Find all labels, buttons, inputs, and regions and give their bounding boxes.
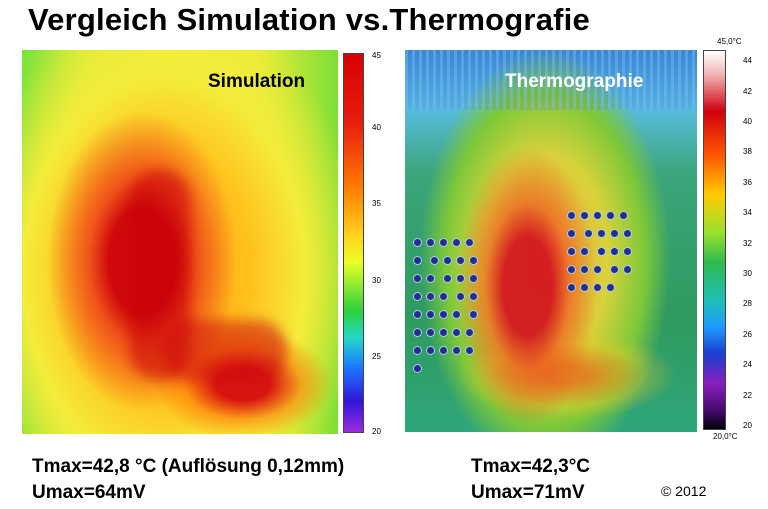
thermography-top-pattern (405, 50, 697, 110)
simulation-heatmap: Simulation (22, 50, 338, 434)
thermography-colorbar-tick: 32 (743, 239, 752, 248)
thermography-label: Thermographie (505, 71, 644, 92)
thermography-colorbar-tick: 28 (743, 299, 752, 308)
simulation-colorbar-tick: 20 (372, 427, 381, 436)
thermography-colorbar-tick: 20 (743, 421, 752, 430)
simulation-colorbar-tick: 35 (372, 199, 381, 208)
thermography-colorbar-tick: 40 (743, 117, 752, 126)
thermography-colorbar-tick: 36 (743, 178, 752, 187)
thermography-colorbar-tick: 26 (743, 330, 752, 339)
simulation-tmax: Tmax=42,8 °C (Auflösung 0,12mm) (32, 456, 345, 477)
simulation-label: Simulation (208, 71, 306, 92)
thermography-tmax: Tmax=42,3°C (471, 456, 591, 477)
thermography-colorbar-tick: 22 (743, 391, 752, 400)
simulation-colorbar-tick: 30 (372, 276, 381, 285)
simulation-colorbar (343, 53, 364, 433)
thermography-colorbar-min: 20,0°C (713, 432, 738, 441)
simulation-colorbar-tick: 40 (372, 123, 381, 132)
thermography-umax: Umax=71mV (471, 482, 585, 503)
thermography-colorbar-max: 45,0°C (717, 37, 742, 46)
copyright-notice: © 2012 (661, 483, 707, 499)
simulation-hotspot-foot (162, 320, 287, 382)
simulation-colorbar-tick: 25 (372, 352, 381, 361)
simulation-colorbar-tick: 45 (372, 51, 381, 60)
via-dot-grid-left (411, 235, 481, 379)
thermography-image: Thermographie (405, 50, 697, 432)
thermography-colorbar-tick: 30 (743, 269, 752, 278)
via-dot-grid-right (565, 208, 640, 298)
thermography-colorbar-tick: 24 (743, 360, 752, 369)
thermography-colorbar (703, 50, 726, 430)
thermography-colorbar-tick: 42 (743, 87, 752, 96)
slide-title: Vergleich Simulation vs.Thermografie (28, 2, 590, 37)
simulation-umax: Umax=64mV (32, 482, 146, 503)
thermography-colorbar-tick: 38 (743, 147, 752, 156)
thermography-colorbar-tick: 34 (743, 208, 752, 217)
thermography-colorbar-tick: 44 (743, 56, 752, 65)
